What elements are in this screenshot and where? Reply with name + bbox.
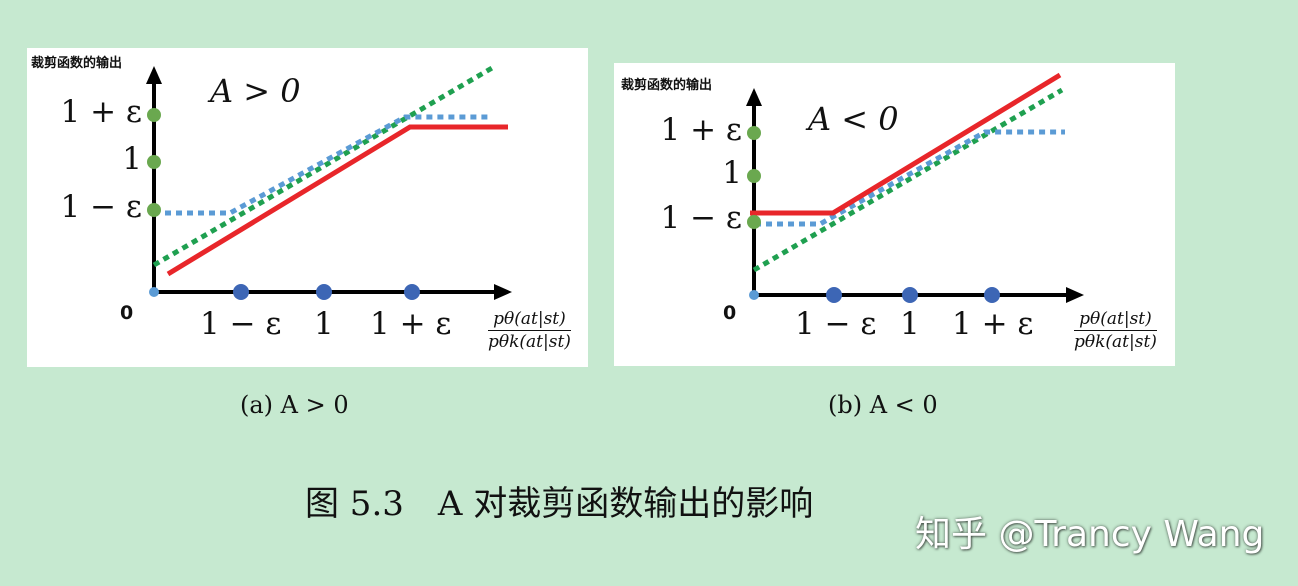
- x-tick: 1: [900, 306, 920, 342]
- y-dot: [747, 169, 761, 183]
- y-dot: [147, 108, 161, 122]
- x-axis-denominator: pθk(at|st): [488, 332, 571, 352]
- y-dot: [147, 155, 161, 169]
- x-axis-label: pθ(at|st) pθk(at|st): [1074, 309, 1157, 352]
- x-axis-denominator: pθk(at|st): [1074, 332, 1157, 352]
- panel-a: [27, 48, 588, 367]
- x-tick: 1 − ε: [795, 306, 877, 342]
- watermark: 知乎 @Trancy Wang: [915, 514, 1265, 555]
- y-axis-label: 裁剪函数的输出: [31, 56, 123, 71]
- x-axis-numerator: pθ(at|st): [488, 309, 571, 331]
- x-dot: [984, 287, 1000, 303]
- y-tick: 1 + ε: [60, 94, 142, 130]
- y-dot: [147, 203, 161, 217]
- y-dot: [747, 215, 761, 229]
- condition-label: A < 0: [808, 100, 899, 138]
- x-dot: [404, 284, 420, 300]
- origin-dot: [749, 290, 759, 300]
- y-tick: 1 + ε: [660, 112, 742, 148]
- y-tick: 1: [722, 155, 742, 191]
- y-axis-arrow: [146, 66, 162, 84]
- x-tick: 1 + ε: [370, 306, 452, 342]
- origin-dot: [149, 287, 159, 297]
- subcaption-b: (b) A < 0: [828, 391, 938, 419]
- y-tick: 1 − ε: [60, 189, 142, 225]
- x-tick: 1 + ε: [952, 306, 1034, 342]
- condition-label: A > 0: [210, 72, 301, 110]
- origin-label: 0: [120, 302, 134, 324]
- subcaption-a: (a) A > 0: [240, 391, 349, 419]
- origin-label: 0: [723, 302, 737, 324]
- y-dot: [747, 126, 761, 140]
- red-clipped-line: [750, 72, 1062, 216]
- green-dotted-line: [752, 87, 1064, 273]
- y-axis-arrow: [746, 88, 762, 106]
- x-dot: [826, 287, 842, 303]
- x-tick: 1 − ε: [200, 306, 282, 342]
- y-tick: 1 − ε: [660, 200, 742, 236]
- red-clipped-line: [166, 124, 508, 277]
- blue-dotted-line: [165, 114, 492, 216]
- x-dot: [233, 284, 249, 300]
- panel-b: [614, 63, 1175, 366]
- x-dot: [316, 284, 332, 300]
- y-axis-label: 裁剪函数的输出: [621, 78, 713, 93]
- x-axis-numerator: pθ(at|st): [1074, 309, 1157, 331]
- x-axis-label: pθ(at|st) pθk(at|st): [488, 309, 571, 352]
- x-axis-arrow: [1066, 287, 1084, 303]
- x-dot: [902, 287, 918, 303]
- blue-dotted-line: [755, 129, 1065, 227]
- figure-caption: 图 5.3 A 对裁剪函数输出的影响: [305, 484, 814, 524]
- x-axis-arrow: [494, 284, 512, 300]
- y-tick: 1: [122, 141, 142, 177]
- x-tick: 1: [314, 306, 334, 342]
